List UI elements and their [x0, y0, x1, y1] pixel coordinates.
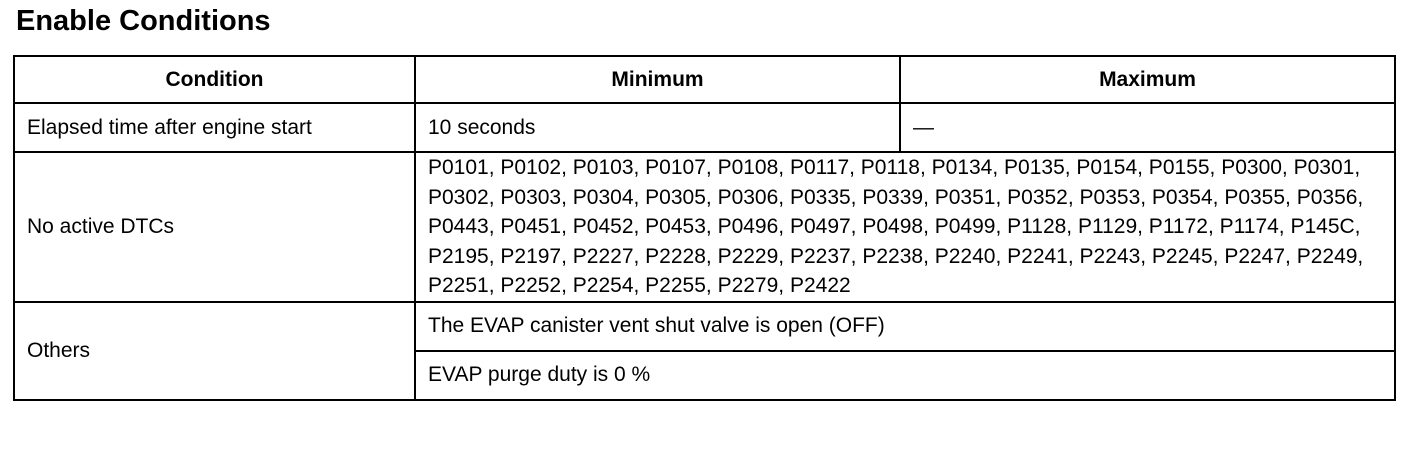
table-header-row: Condition Minimum Maximum: [13, 55, 1396, 104]
table-row: Elapsed time after engine start 10 secon…: [13, 102, 1396, 153]
maximum-cell: —: [899, 102, 1396, 153]
enable-conditions-table: Condition Minimum Maximum Elapsed time a…: [13, 55, 1396, 401]
header-minimum: Minimum: [414, 55, 901, 104]
condition-cell: Elapsed time after engine start: [13, 102, 416, 153]
table-row: No active DTCs P0101, P0102, P0103, P010…: [13, 151, 1396, 303]
dtc-list-cell: P0101, P0102, P0103, P0107, P0108, P0117…: [414, 151, 1396, 303]
table-row: EVAP purge duty is 0 %: [14, 349, 1396, 401]
table-row: Others The EVAP canister vent shut valve…: [13, 300, 1396, 401]
other-condition-cell: The EVAP canister vent shut valve is ope…: [414, 300, 1396, 352]
condition-cell: Others: [13, 300, 416, 401]
minimum-cell: 10 seconds: [414, 102, 901, 153]
page-title: Enable Conditions: [16, 5, 271, 37]
other-condition-cell: EVAP purge duty is 0 %: [414, 349, 1396, 401]
header-maximum: Maximum: [899, 55, 1396, 104]
header-condition: Condition: [13, 55, 416, 104]
condition-cell: No active DTCs: [13, 151, 416, 303]
